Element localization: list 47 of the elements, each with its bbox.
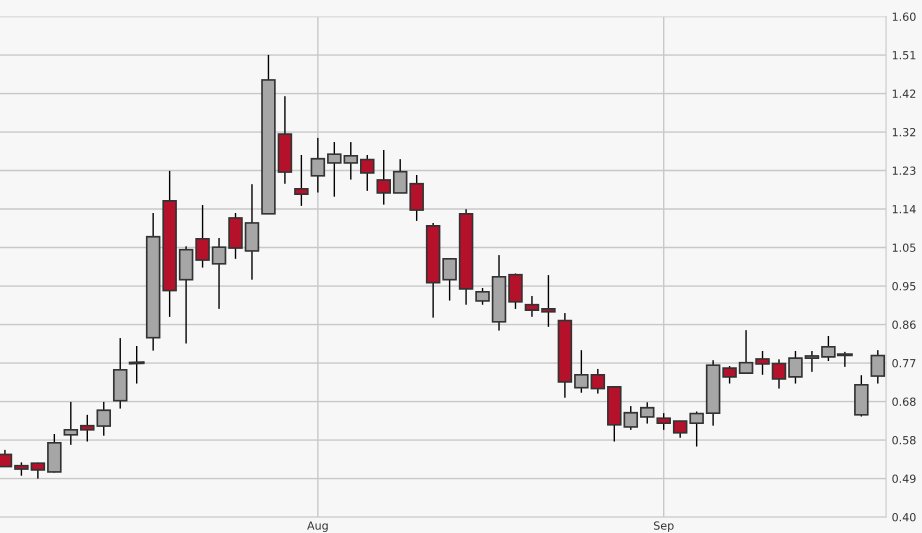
candlestick (804, 350, 820, 373)
candlestick (128, 345, 145, 384)
candlestick (590, 368, 606, 394)
candlestick (30, 462, 46, 480)
candlestick (672, 420, 688, 438)
candlestick (788, 350, 803, 384)
y-tick-label: 1.42 (892, 89, 916, 98)
candlestick (344, 141, 358, 180)
y-tick-label: 1.23 (892, 166, 916, 175)
candlestick (392, 158, 408, 194)
candlestick (870, 349, 886, 384)
candlestick (574, 349, 589, 394)
x-tick-label: Sep (654, 521, 674, 532)
y-tick-label: 0.68 (892, 397, 916, 406)
candlestick (624, 405, 638, 431)
y-tick-label: 0.40 (892, 512, 916, 522)
candlestick (212, 237, 226, 310)
candlestick (541, 274, 556, 328)
candlestick (195, 204, 210, 268)
candlestick (475, 287, 490, 306)
y-tick-label: 0.77 (892, 359, 916, 368)
candlestick (14, 462, 29, 476)
y-tick-label: 1.05 (892, 243, 916, 252)
candlestick (689, 410, 704, 448)
candlestick (738, 329, 754, 374)
y-tick-label: 0.49 (892, 474, 916, 483)
candlestick (327, 141, 342, 198)
y-tick-label: 0.86 (892, 320, 916, 329)
y-tick-label: 1.60 (892, 12, 916, 21)
candlestick (656, 412, 671, 431)
candlestick (310, 137, 326, 194)
y-tick-label: 1.14 (892, 205, 916, 214)
y-tick-label: 1.32 (892, 128, 916, 136)
candlestick (442, 258, 457, 302)
candlestick (80, 414, 95, 442)
candlestick (294, 154, 309, 207)
candlestick (360, 154, 375, 192)
candlestick (64, 401, 78, 446)
y-tick-label: 1.51 (892, 51, 916, 60)
candlestick (722, 365, 737, 384)
candlestick (96, 401, 112, 436)
candlestick (524, 295, 540, 318)
y-tick-label: 0.95 (892, 282, 916, 290)
y-tick-label: 0.58 (892, 436, 916, 444)
candlestick (640, 402, 654, 424)
x-tick-label: Aug (307, 522, 328, 532)
candlestick (376, 149, 391, 206)
